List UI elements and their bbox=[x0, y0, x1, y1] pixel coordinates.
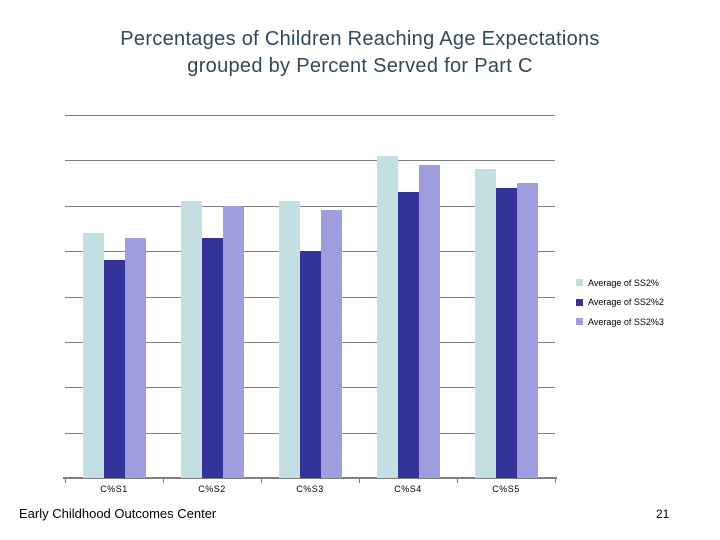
category-label: C%S1 bbox=[100, 484, 128, 494]
legend-label: Average of SS2%2 bbox=[588, 297, 664, 308]
bar-C%S5-series2 bbox=[495, 187, 517, 478]
axis-tick bbox=[261, 478, 262, 483]
footer-text: Early Childhood Outcomes Center bbox=[19, 506, 217, 521]
axis-tick bbox=[65, 478, 66, 483]
slide-title: Percentages of Children Reaching Age Exp… bbox=[120, 28, 600, 77]
axis-tick bbox=[163, 478, 164, 483]
legend-swatch-icon bbox=[576, 279, 583, 287]
bar-C%S4-series2 bbox=[397, 192, 419, 478]
bar-C%S4-series3 bbox=[418, 164, 440, 478]
gridline bbox=[65, 205, 555, 207]
bar-C%S4-series1 bbox=[376, 155, 398, 478]
legend-item: Average of SS2%3 bbox=[576, 312, 716, 332]
axis-tick bbox=[359, 478, 360, 483]
x-axis bbox=[63, 477, 557, 479]
category-label: C%S4 bbox=[394, 484, 422, 494]
axis-tick bbox=[555, 478, 556, 483]
legend-label: Average of SS2% bbox=[588, 277, 659, 288]
bar-C%S5-series3 bbox=[516, 183, 538, 478]
chart-plot-area: C%S1 C%S2 C%S3 C%S4 C%S5 bbox=[63, 115, 557, 494]
page-number: 21 bbox=[656, 507, 670, 521]
legend-label: Average of SS2%3 bbox=[588, 316, 664, 327]
axis-tick bbox=[457, 478, 458, 483]
bar-C%S1-series2 bbox=[103, 260, 125, 478]
bar-C%S5-series1 bbox=[474, 169, 496, 478]
category-label: C%S5 bbox=[492, 484, 520, 494]
bar-C%S3-series3 bbox=[320, 210, 342, 478]
bar-C%S2-series3 bbox=[222, 205, 244, 478]
bar-C%S2-series1 bbox=[180, 201, 202, 478]
gridline bbox=[65, 115, 555, 116]
category-label: C%S2 bbox=[198, 484, 226, 494]
bar-C%S3-series2 bbox=[299, 251, 321, 478]
legend-swatch-icon bbox=[576, 318, 583, 326]
legend-swatch-icon bbox=[576, 298, 583, 306]
legend-item: Average of SS2% bbox=[576, 273, 716, 293]
gridline bbox=[65, 160, 555, 162]
bar-C%S2-series2 bbox=[201, 237, 223, 478]
bar-C%S1-series3 bbox=[124, 237, 146, 478]
chart-legend: Average of SS2% Average of SS2%2 Average o… bbox=[576, 273, 716, 332]
bar-C%S1-series1 bbox=[82, 232, 104, 478]
category-label: C%S3 bbox=[296, 484, 324, 494]
bar-C%S3-series1 bbox=[278, 201, 300, 478]
legend-item: Average of SS2%2 bbox=[576, 293, 716, 313]
